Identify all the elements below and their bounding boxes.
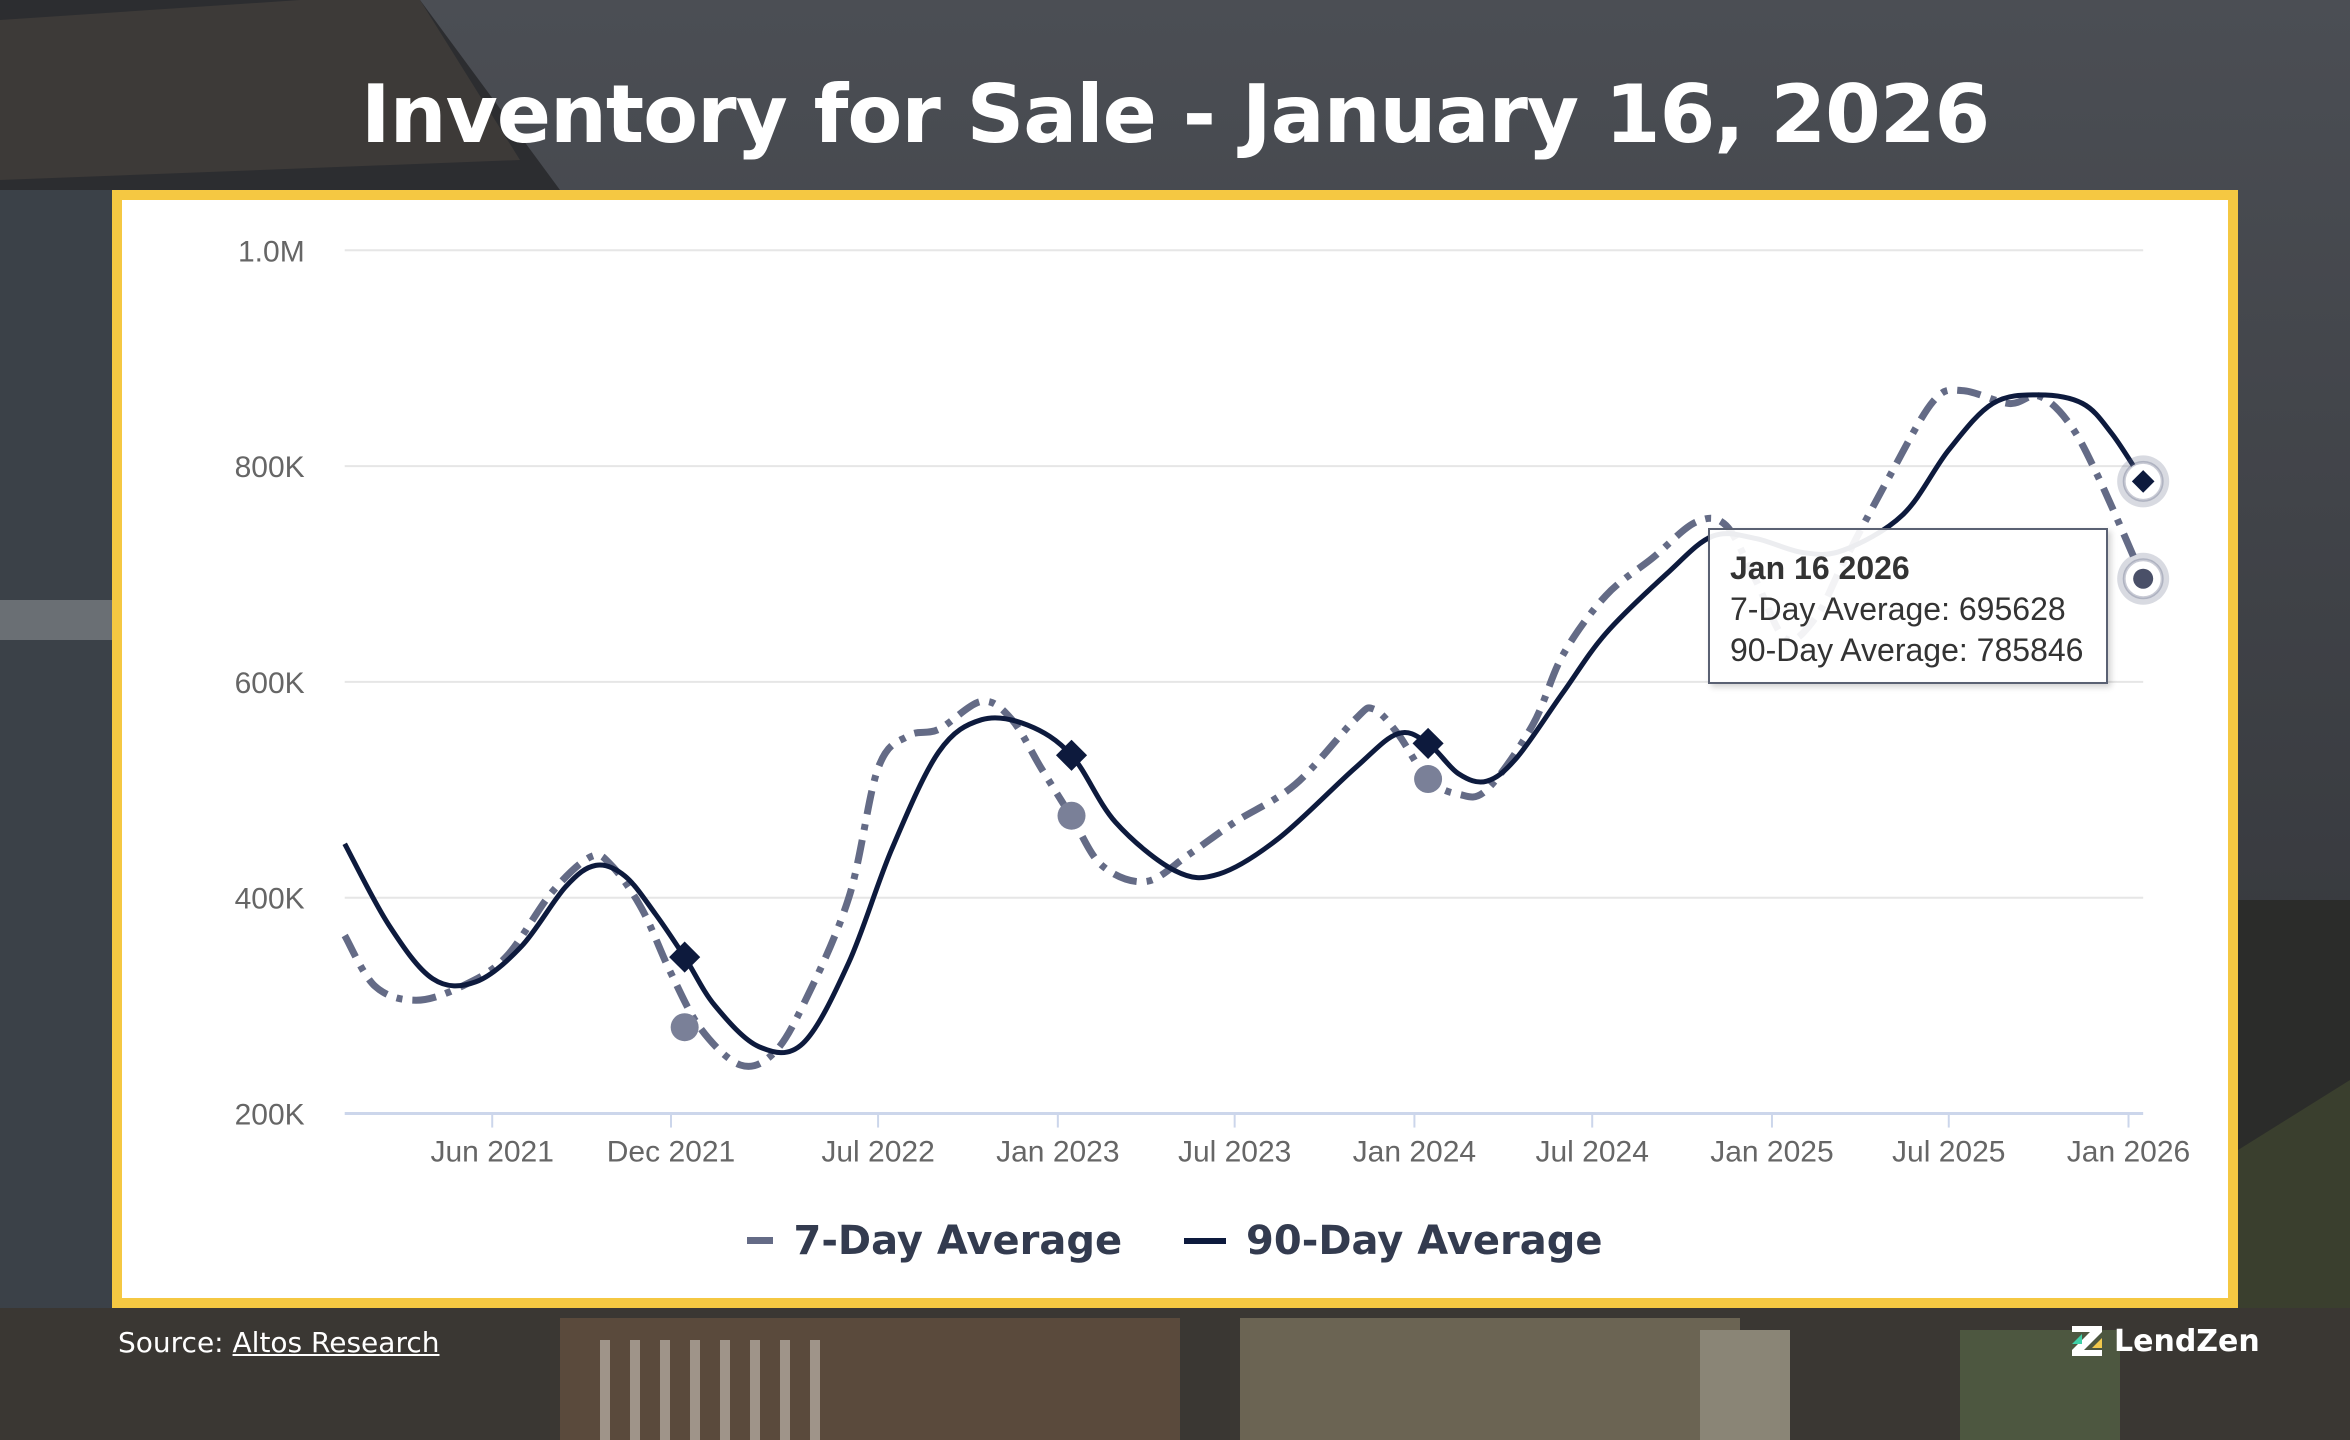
y-tick-label: 800K <box>235 451 305 484</box>
series-line-90-day <box>342 392 2146 1056</box>
chart-legend: 7-Day Average 90-Day Average <box>122 1208 2228 1264</box>
legend-swatch-solid-icon <box>1184 1238 1227 1244</box>
brand-logo: LendZen <box>2068 1322 2260 1360</box>
inventory-line-chart: 200K 400K 600K 800K 1.0M Jun 2021 Dec 2021 Jul… <box>235 235 2191 1169</box>
series-lines <box>341 386 2147 1070</box>
y-tick-label: 600K <box>235 667 305 700</box>
series-line-7-day <box>341 386 2147 1070</box>
y-tick-label: 1.0M <box>238 235 305 268</box>
y-tick-label: 200K <box>235 1099 305 1132</box>
x-tick-label: Jul 2023 <box>1178 1136 1291 1169</box>
x-axis-ticks <box>491 1113 2130 1128</box>
lendzen-z-icon <box>2072 1326 2102 1356</box>
x-tick-label: Jan 2026 <box>2067 1136 2190 1169</box>
legend-label-7-day: 7-Day Average <box>793 1217 1123 1264</box>
marker-90-day-point <box>669 941 701 973</box>
chart-frame: 200K 400K 600K 800K 1.0M Jun 2021 Dec 2021 Jul… <box>112 190 2238 1308</box>
x-tick-label: Jan 2025 <box>1710 1136 1833 1169</box>
legend-item-90-day[interactable]: 90-Day Average <box>1184 1218 1603 1264</box>
tooltip-date: Jan 16 2026 <box>1730 550 1910 586</box>
marker-7-day-point <box>1057 801 1086 830</box>
tooltip-90-day-value: 90-Day Average: 785846 <box>1730 632 2084 668</box>
marker-7-day-point <box>1414 765 1443 794</box>
legend-swatch-dashed-icon <box>747 1237 774 1244</box>
x-tick-label: Jan 2024 <box>1353 1136 1476 1169</box>
page-title: Inventory for Sale - January 16, 2026 <box>360 68 1990 161</box>
x-tick-label: Jul 2024 <box>1535 1136 1648 1169</box>
marker-7-day-point <box>670 1013 699 1042</box>
tooltip-7-day-value: 7-Day Average: 695628 <box>1730 591 2066 627</box>
brand-name: LendZen <box>2114 1323 2260 1359</box>
legend-label-90-day: 90-Day Average <box>1246 1218 1603 1264</box>
x-tick-label: Jan 2023 <box>996 1136 1119 1169</box>
x-tick-label: Jul 2025 <box>1892 1136 2005 1169</box>
source-credit: Source: Altos Research <box>118 1326 439 1359</box>
x-tick-label: Dec 2021 <box>607 1136 735 1169</box>
x-tick-label: Jun 2021 <box>430 1136 553 1169</box>
source-link[interactable]: Altos Research <box>232 1326 440 1359</box>
x-axis-labels: Jun 2021 Dec 2021 Jul 2022 Jan 2023 Jul 2023… <box>430 1136 2190 1169</box>
legend-item-7-day[interactable]: 7-Day Average <box>747 1218 1122 1264</box>
y-tick-label: 400K <box>235 883 305 916</box>
hover-tooltip: Jan 16 2026 7-Day Average: 695628 90-Day… <box>1708 528 2108 684</box>
highlight-point-90-day <box>2131 470 2155 493</box>
y-axis-labels: 200K 400K 600K 800K 1.0M <box>235 235 305 1131</box>
highlight-point-7-day <box>2133 568 2154 589</box>
x-tick-label: Jul 2022 <box>821 1136 934 1169</box>
source-prefix: Source: <box>118 1326 233 1359</box>
